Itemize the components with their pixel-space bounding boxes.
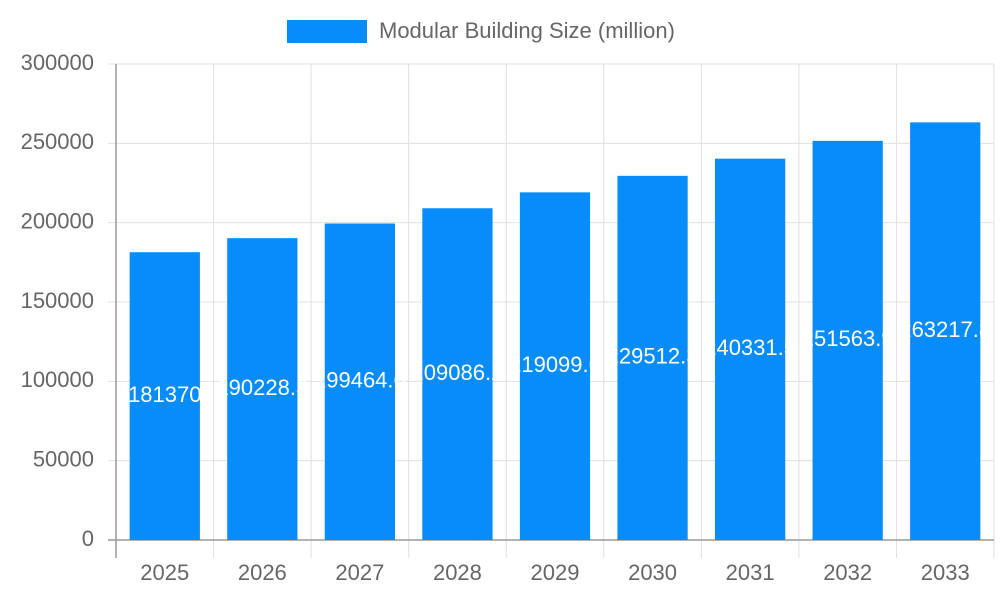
x-tick-label: 2025 — [140, 560, 189, 585]
data-label: 190228.3 — [216, 375, 308, 400]
y-tick-label: 50000 — [33, 446, 94, 471]
x-tick-label: 2029 — [531, 560, 580, 585]
bar — [422, 208, 493, 541]
y-tick-label: 300000 — [21, 50, 94, 75]
bar — [617, 175, 688, 540]
data-label: 240331.5 — [704, 335, 796, 360]
data-label: 199464.6 — [314, 368, 406, 393]
data-label: 219099.6 — [509, 352, 601, 377]
bar — [519, 192, 591, 540]
x-tick-label: 2031 — [726, 560, 775, 585]
data-label: 251563.9 — [802, 326, 894, 351]
y-tick-label: 100000 — [21, 367, 94, 392]
data-label: 209086.2 — [412, 360, 504, 385]
bar — [714, 158, 786, 541]
x-tick-label: 2028 — [433, 560, 482, 585]
x-tick-label: 2030 — [628, 560, 677, 585]
data-label: 263217.8 — [899, 317, 991, 342]
bar — [910, 122, 981, 541]
y-tick-label: 0 — [82, 526, 94, 551]
x-tick-label: 2026 — [238, 560, 287, 585]
legend-swatch[interactable] — [287, 20, 367, 43]
data-label: 181370 — [128, 382, 201, 407]
legend-label[interactable]: Modular Building Size (million) — [379, 18, 675, 43]
x-tick-label: 2027 — [335, 560, 384, 585]
bar — [129, 252, 200, 541]
bar — [227, 238, 298, 541]
bar — [812, 140, 883, 541]
y-tick-label: 200000 — [21, 208, 94, 233]
data-label: 229512.3 — [607, 344, 699, 369]
x-tick-label: 2032 — [823, 560, 872, 585]
y-tick-label: 150000 — [21, 288, 94, 313]
x-tick-label: 2033 — [921, 560, 970, 585]
bar — [324, 223, 396, 540]
y-tick-label: 250000 — [21, 129, 94, 154]
